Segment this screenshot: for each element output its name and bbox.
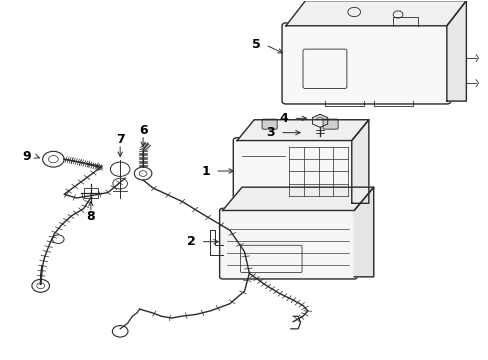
Text: 1: 1 xyxy=(201,165,210,177)
Text: 9: 9 xyxy=(23,150,31,163)
FancyBboxPatch shape xyxy=(323,119,337,129)
Polygon shape xyxy=(353,187,373,277)
Polygon shape xyxy=(446,1,466,101)
Polygon shape xyxy=(222,187,373,211)
Polygon shape xyxy=(237,120,368,140)
Text: 7: 7 xyxy=(116,133,124,146)
FancyBboxPatch shape xyxy=(233,138,355,206)
Polygon shape xyxy=(312,114,327,127)
Text: 8: 8 xyxy=(86,211,95,224)
Text: 6: 6 xyxy=(139,124,147,137)
Polygon shape xyxy=(351,120,368,203)
Bar xyxy=(320,123,327,127)
FancyBboxPatch shape xyxy=(282,23,450,104)
Text: 4: 4 xyxy=(279,112,288,125)
Polygon shape xyxy=(285,1,466,26)
FancyBboxPatch shape xyxy=(262,119,277,129)
Text: 5: 5 xyxy=(251,38,260,51)
Text: 2: 2 xyxy=(186,235,195,248)
Bar xyxy=(84,188,98,198)
Text: 3: 3 xyxy=(266,126,275,139)
FancyBboxPatch shape xyxy=(303,126,333,140)
Bar xyxy=(310,123,317,127)
FancyBboxPatch shape xyxy=(219,208,356,279)
